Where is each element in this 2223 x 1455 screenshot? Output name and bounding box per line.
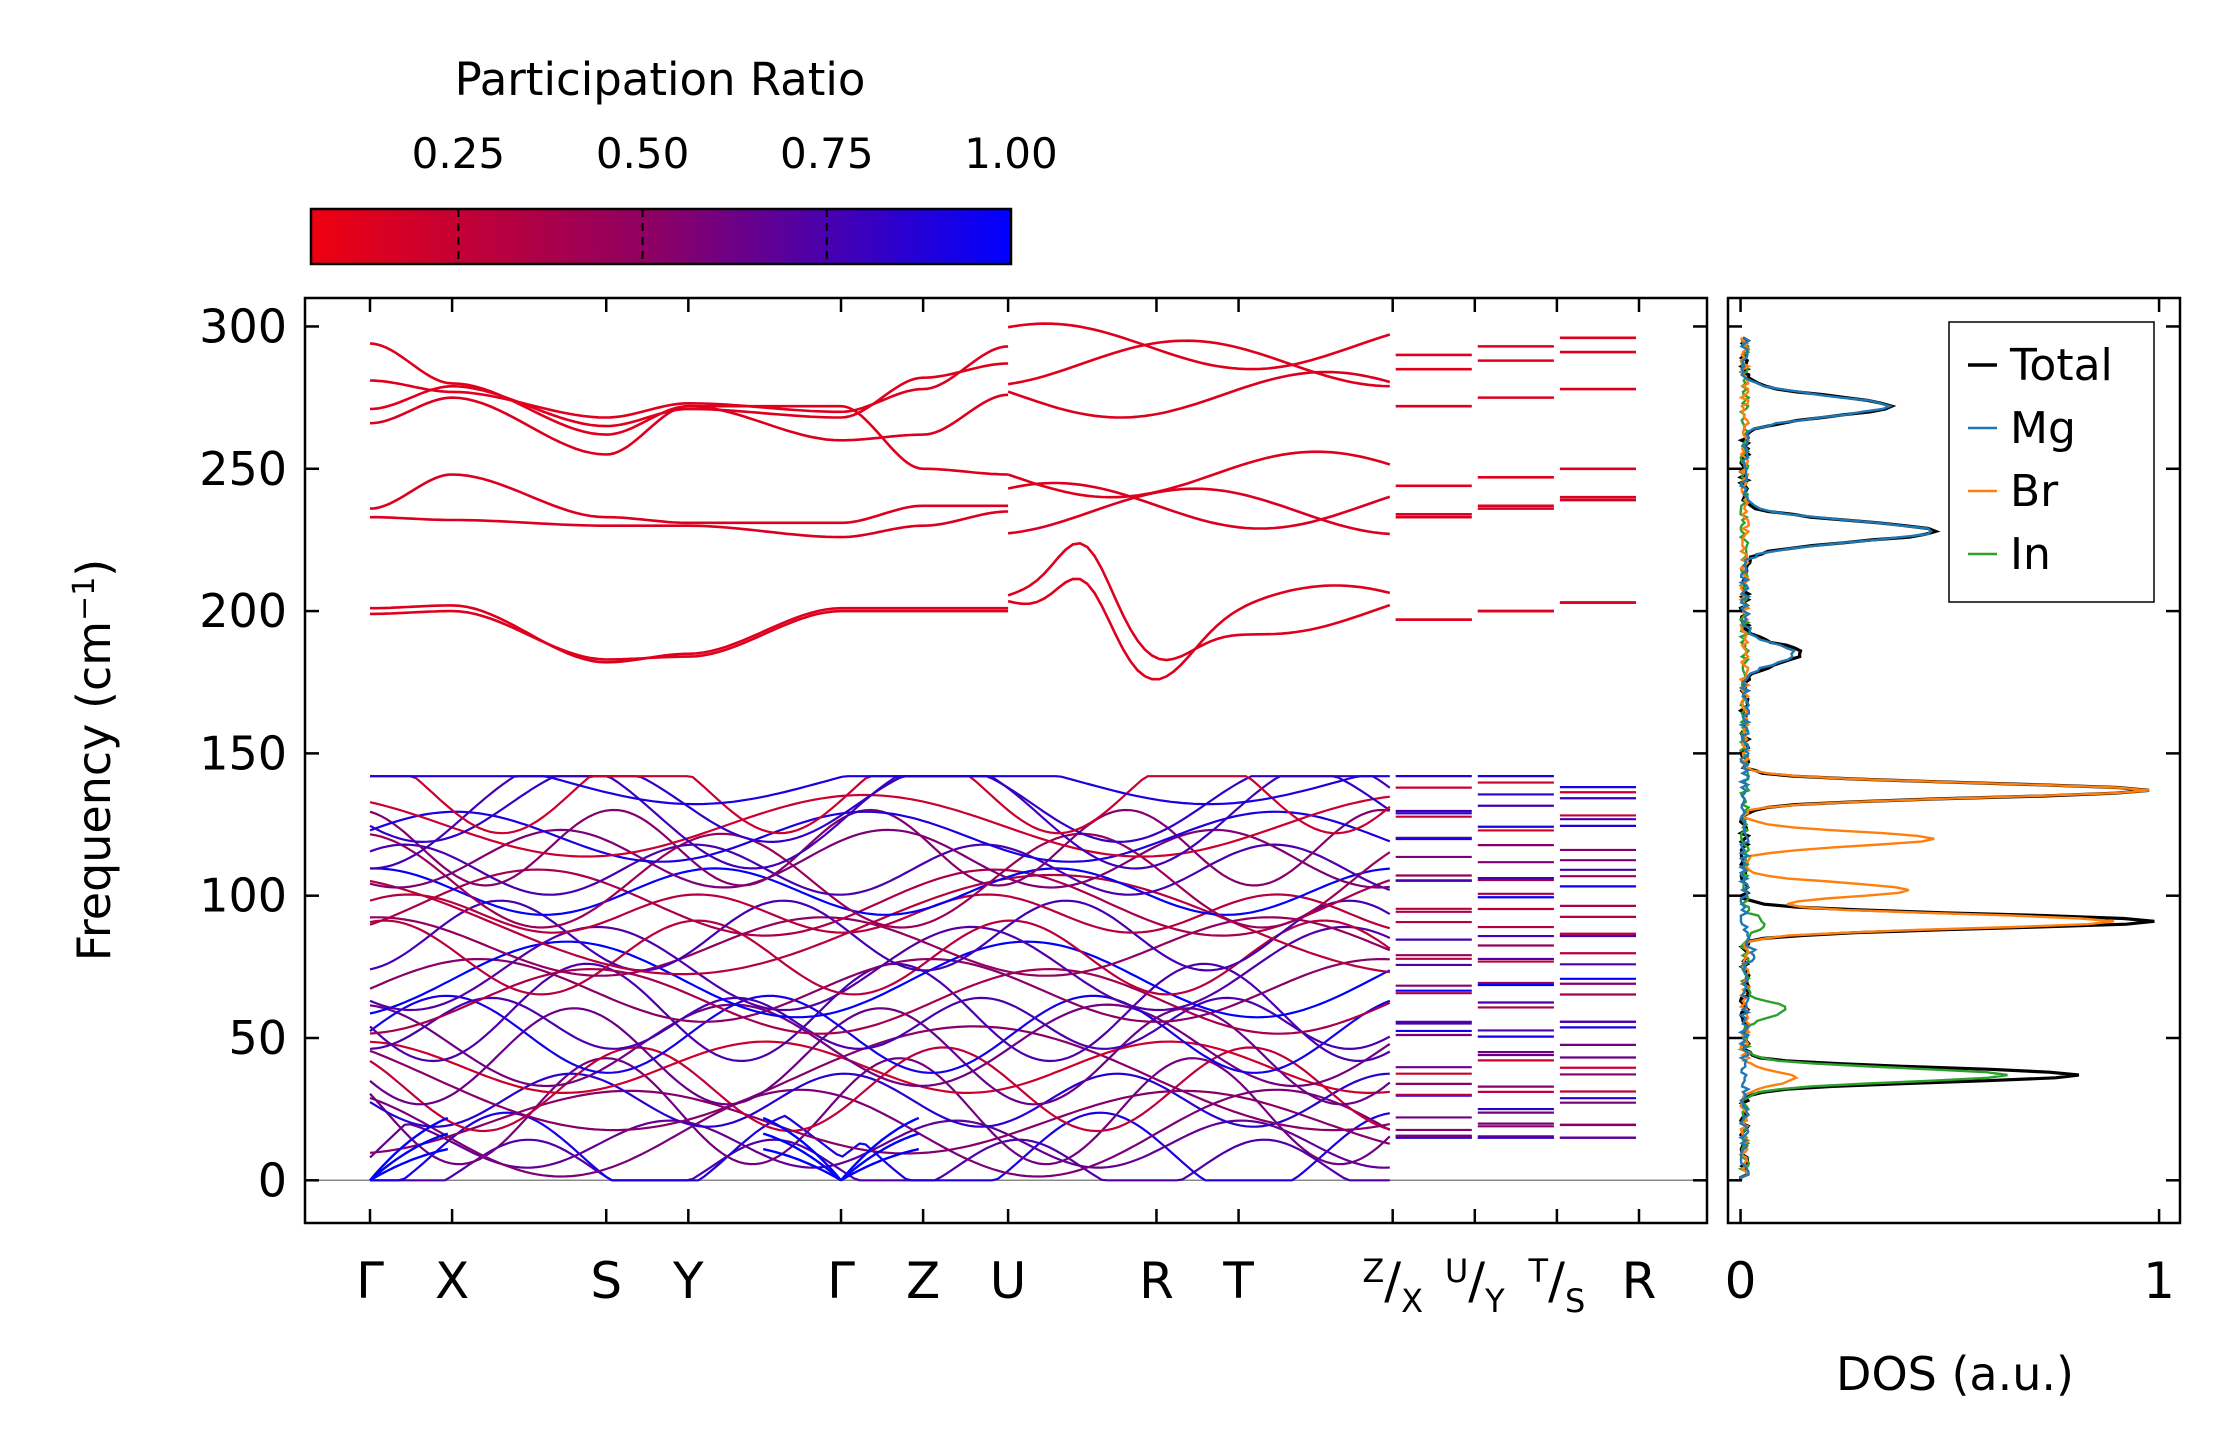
band-high-tail — [1007, 481, 1391, 530]
colorbar: Participation Ratio 0.25 0.50 0.75 1.00 — [309, 53, 1058, 266]
band-ytick-label: 300 — [199, 299, 287, 353]
band-low — [369, 893, 1391, 934]
band-low — [369, 919, 1391, 996]
dos-xtick-label: 1 — [2143, 1252, 2175, 1310]
kpoint-label: Z/X — [1362, 1252, 1423, 1320]
acoustic-branch — [762, 1116, 842, 1182]
legend-frame — [1948, 321, 2155, 603]
band-236 — [369, 473, 1009, 525]
band-ytick-label: 100 — [199, 869, 287, 923]
acoustic-branch — [840, 1132, 920, 1182]
acoustic-branch — [840, 1116, 920, 1182]
band-low — [369, 925, 1391, 1012]
kpoint-label: U/Y — [1445, 1252, 1505, 1320]
colorbar-tick-label: 0.50 — [596, 129, 690, 178]
legend-label: Mg — [2010, 403, 2076, 454]
band-266 — [369, 393, 1009, 456]
band-low — [370, 775, 1390, 806]
band-high-tail — [1007, 450, 1391, 499]
colorbar-tick-label: 1.00 — [964, 129, 1058, 178]
band-low — [369, 967, 1391, 1035]
band-low — [369, 1088, 1391, 1178]
colorbar-tick-label: 0.25 — [412, 129, 506, 178]
dos-xtick-label: 0 — [1725, 1252, 1757, 1310]
band-low — [370, 1111, 1391, 1182]
acoustic-branch — [840, 1147, 920, 1182]
band-ytick-label: 0 — [258, 1153, 287, 1207]
band-201 — [370, 604, 1009, 664]
band-low — [369, 1007, 1391, 1106]
band-high-tail — [1007, 487, 1390, 536]
kpoint-label: T — [1222, 1252, 1254, 1310]
dos-frame — [1726, 296, 2182, 1225]
legend-label: Br — [2010, 466, 2059, 517]
band-ytick-label: 50 — [228, 1011, 287, 1065]
colorbar-tick-label: 0.75 — [780, 129, 874, 178]
dos-xlabel: DOS (a.u.) — [1836, 1347, 2074, 1401]
band-low — [369, 793, 1390, 858]
kpoint-label: R — [1622, 1252, 1657, 1310]
kpoint-label: Γ — [356, 1252, 384, 1310]
band-199 — [370, 609, 1009, 661]
band-low — [369, 873, 1390, 976]
kpoint-label: Γ — [827, 1252, 855, 1310]
kpoint-label: R — [1139, 1252, 1174, 1310]
acoustic-branch — [762, 1132, 842, 1182]
band-low — [369, 832, 1391, 929]
band-high-tail — [1007, 322, 1391, 371]
band-low — [369, 808, 1390, 887]
band-ytick-label: 150 — [199, 726, 287, 780]
acoustic-branch — [762, 1147, 842, 1182]
band-low — [369, 810, 1391, 863]
band-low — [369, 1119, 1390, 1169]
band-low — [369, 1072, 1390, 1128]
kpoint-label: Y — [672, 1252, 704, 1310]
dos-line-mg — [1737, 336, 1933, 1181]
acoustic-branch — [369, 1132, 449, 1182]
band-low — [369, 1003, 1391, 1088]
band-low — [369, 1025, 1391, 1132]
dos-legend: Total Mg Br In — [1948, 321, 2155, 603]
colorbar-title: Participation Ratio — [455, 53, 866, 106]
legend-label: In — [2010, 529, 2051, 580]
band-low — [369, 828, 1390, 889]
kpoint-label: T/S — [1528, 1252, 1586, 1320]
kpoint-label: Z — [906, 1252, 940, 1310]
band-high-tail — [1007, 370, 1391, 419]
band-233 — [370, 510, 1009, 539]
band-ytick-label: 200 — [199, 584, 287, 638]
band-frame — [303, 296, 1709, 1225]
band-low — [369, 996, 1391, 1051]
band-low — [369, 775, 1391, 844]
band-high-tail — [1007, 339, 1390, 388]
band-low — [369, 994, 1391, 1074]
band-low — [369, 1040, 1390, 1094]
kpoint-label: U — [990, 1252, 1027, 1310]
band-281 — [369, 345, 1009, 419]
band-high-tail — [1007, 541, 1391, 662]
band-low — [369, 1057, 1391, 1166]
kpoint-label: X — [435, 1252, 469, 1310]
band-271 — [369, 362, 1009, 428]
colorbar-gradient — [309, 207, 1013, 266]
kpoint-label: S — [590, 1252, 622, 1310]
acoustic-branch — [369, 1147, 449, 1182]
band-low — [369, 868, 1391, 937]
band-low — [369, 843, 1391, 896]
band-low — [370, 1138, 1390, 1182]
acoustic-branch — [369, 1116, 449, 1182]
dos-panel: 0 1 DOS (a.u.) Total Mg Br In — [1725, 296, 2182, 1401]
band-low — [369, 899, 1391, 972]
band-ylabel: Frequency (cm−1) — [67, 559, 121, 962]
legend-label: Total — [2009, 340, 2113, 391]
band-ytick-label: 250 — [199, 442, 287, 496]
band-high-tail — [1007, 577, 1391, 681]
